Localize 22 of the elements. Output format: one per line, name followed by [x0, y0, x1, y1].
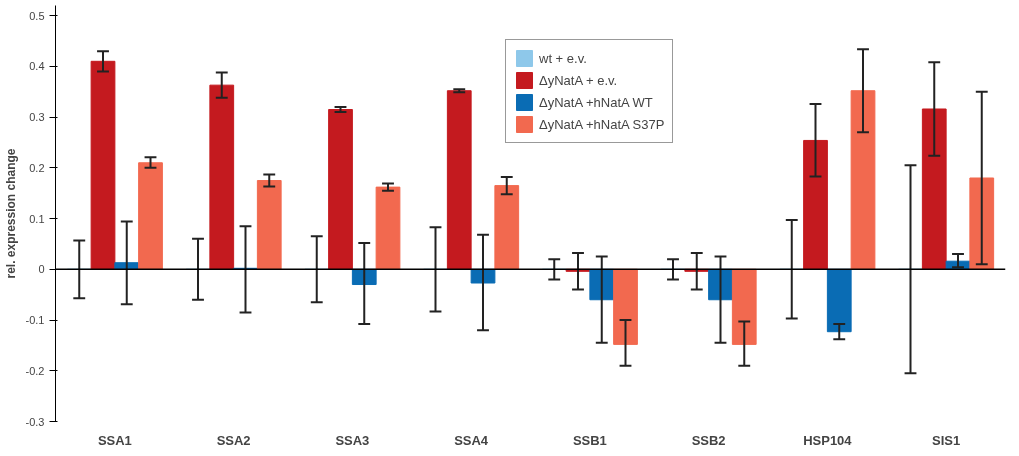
- x-tick-label: SSA1: [97, 432, 132, 448]
- y-tick-label: 0.4: [29, 60, 45, 73]
- legend-label: ΔyNatA + e.v.: [539, 72, 618, 88]
- x-tick-label: SSA2: [216, 432, 251, 448]
- legend-label: ΔyNatA +hNatA WT: [539, 94, 653, 110]
- y-tick-label: -0.2: [25, 364, 45, 377]
- y-tick-label: 0.1: [29, 212, 45, 225]
- x-tick-label: SSA4: [454, 432, 489, 448]
- legend-label: wt + e.v.: [539, 50, 587, 66]
- legend-label: ΔyNatA +hNatA S37P: [539, 116, 665, 132]
- y-tick-label: 0.2: [29, 161, 45, 174]
- x-tick-label: SSA3: [335, 432, 370, 448]
- x-tick-label: SIS1: [932, 432, 961, 448]
- y-tick-label: 0.3: [29, 111, 45, 124]
- x-tick-label: SSB1: [572, 432, 607, 448]
- x-tick-label: SSB2: [691, 432, 726, 448]
- y-tick-label: 0.5: [29, 9, 45, 22]
- y-tick-label: 0: [38, 263, 45, 276]
- y-tick-label: -0.3: [25, 415, 45, 428]
- y-axis-title: rel. expression change: [3, 148, 18, 279]
- x-tick-label: HSP104: [803, 432, 853, 448]
- y-tick-label: -0.1: [25, 314, 45, 327]
